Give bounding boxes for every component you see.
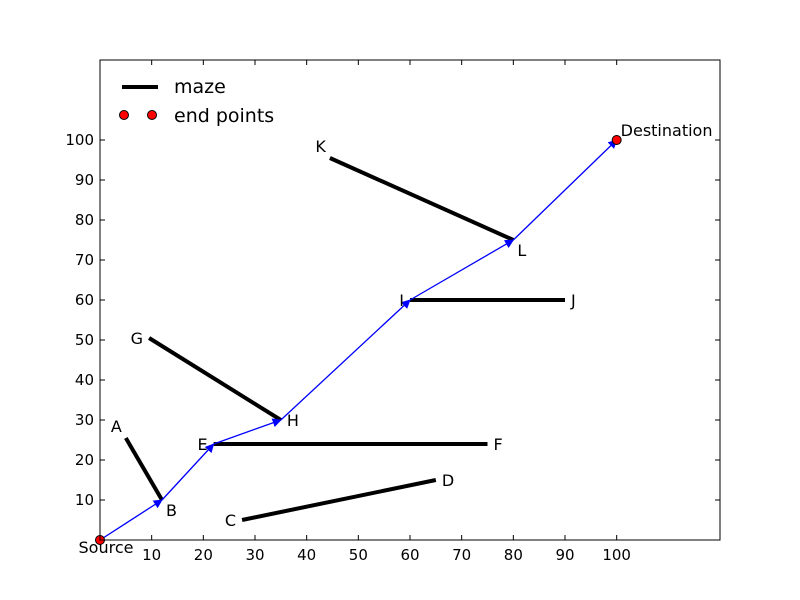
path-arrow-i-to-l: [409, 239, 515, 301]
end-point-destination: [611, 135, 622, 145]
point-label-f: F: [494, 435, 503, 454]
path-arrow-h-to-i: [280, 299, 411, 421]
point-label-b: B: [166, 501, 177, 520]
maze-segment-gh: [148, 336, 282, 422]
y-tick-label: 90: [75, 171, 94, 189]
y-tick-label: 100: [65, 131, 94, 149]
x-tick-label: 40: [297, 546, 316, 564]
legend: maze end points: [119, 76, 274, 127]
point-label-i: I: [399, 291, 404, 310]
point-label-h: H: [287, 411, 299, 430]
x-tick-label: 60: [400, 546, 419, 564]
point-label-a: A: [111, 417, 122, 436]
path-arrow-e-to-h: [213, 418, 282, 445]
path-arrow-source-to-b: [99, 499, 163, 541]
y-tick-label: 60: [75, 291, 94, 309]
point-label-destination: Destination: [621, 121, 713, 140]
x-tick-label: 50: [349, 546, 368, 564]
y-tick-label: 20: [75, 451, 94, 469]
legend-endpoint-marker-2: [147, 110, 157, 120]
path-arrow-l-to-destination: [512, 139, 618, 241]
y-tick-label: 10: [75, 491, 94, 509]
maze-segments: [124, 156, 565, 522]
y-tick-label: 70: [75, 251, 94, 269]
x-ticks: 10 20 30 40 50 60 70 80 90 100: [142, 60, 631, 564]
y-tick-label: 40: [75, 371, 94, 389]
point-label-e: E: [198, 435, 208, 454]
point-label-l: L: [517, 241, 526, 260]
x-tick-label: 90: [555, 546, 574, 564]
point-labels: A B C D E F G H I J K L Source Destination: [79, 121, 713, 557]
y-ticks: 10 20 30 40 50 60 70 80 90 100: [65, 131, 720, 509]
maze-segment-kl: [329, 156, 515, 242]
y-tick-label: 50: [75, 331, 94, 349]
maze-segment-cd: [241, 478, 437, 522]
point-label-g: G: [131, 329, 143, 348]
x-tick-label: 30: [245, 546, 264, 564]
point-label-k: K: [315, 137, 326, 156]
point-label-d: D: [442, 471, 454, 490]
x-tick-label: 10: [142, 546, 161, 564]
x-tick-label: 20: [194, 546, 213, 564]
y-tick-label: 30: [75, 411, 94, 429]
path-arrows: [99, 139, 618, 541]
point-label-j: J: [570, 291, 576, 310]
point-label-source: Source: [79, 538, 134, 557]
legend-endpoint-marker-1: [119, 110, 129, 120]
x-tick-label: 70: [452, 546, 471, 564]
x-tick-label: 100: [602, 546, 631, 564]
legend-maze-label: maze: [174, 76, 226, 98]
y-tick-label: 80: [75, 211, 94, 229]
path-arrow-b-to-e: [161, 443, 215, 501]
point-label-c: C: [225, 511, 236, 530]
maze-segment-ab: [124, 436, 164, 502]
legend-endpoints-label: end points: [174, 105, 274, 127]
x-tick-label: 80: [504, 546, 523, 564]
